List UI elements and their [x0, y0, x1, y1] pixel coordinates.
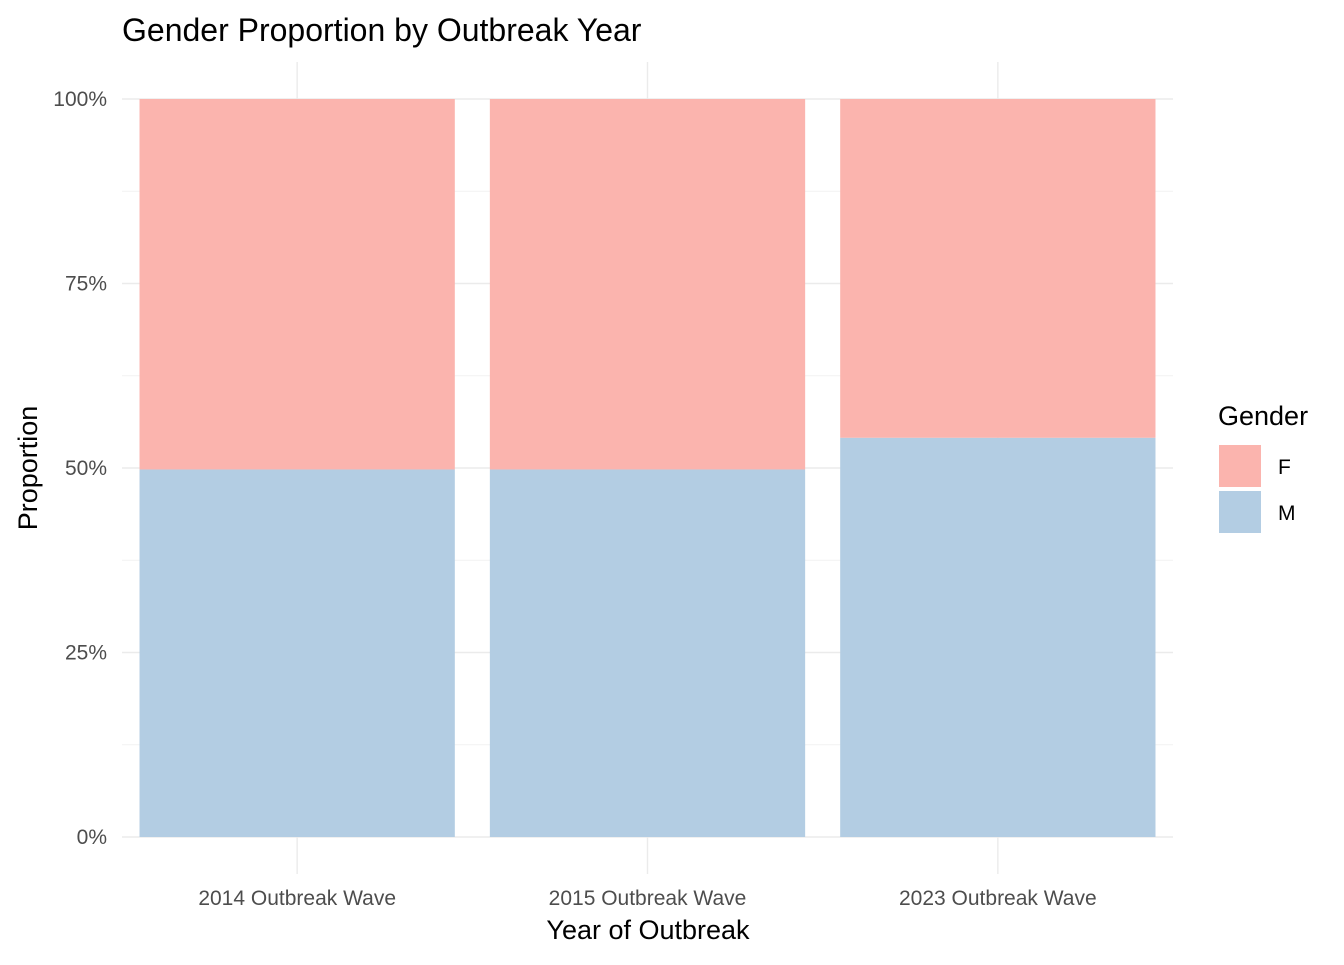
y-tick-label: 75% — [65, 273, 107, 296]
bar-m-2 — [489, 469, 806, 837]
legend-key-m — [1219, 491, 1261, 533]
x-tick-label: 2015 Outbreak Wave — [549, 887, 747, 910]
y-axis-title: Proportion — [13, 406, 43, 531]
x-tick-label: 2014 Outbreak Wave — [198, 887, 396, 910]
y-tick-label: 0% — [77, 826, 107, 849]
legend-title: Gender — [1218, 401, 1308, 431]
legend-label-f: F — [1278, 456, 1291, 479]
bar-f-1 — [139, 99, 455, 470]
x-axis-title: Year of Outbreak — [546, 915, 750, 945]
y-tick-label: 50% — [65, 457, 107, 480]
bars — [139, 99, 1156, 837]
y-tick-label: 25% — [65, 642, 107, 665]
y-axis-ticks: 0% 25% 50% 75% 100% — [53, 88, 107, 849]
x-axis-ticks: 2014 Outbreak Wave 2015 Outbreak Wave 2023… — [198, 887, 1096, 910]
legend-key-f — [1219, 445, 1261, 487]
legend: Gender FM — [1218, 401, 1308, 533]
bar-m-3 — [840, 437, 1156, 837]
bar-f-2 — [489, 99, 806, 470]
x-tick-label: 2023 Outbreak Wave — [899, 887, 1097, 910]
y-tick-label: 100% — [53, 88, 107, 111]
chart-title: Gender Proportion by Outbreak Year — [122, 12, 642, 48]
bar-m-1 — [139, 469, 455, 837]
bar-f-3 — [840, 99, 1156, 438]
legend-label-m: M — [1278, 502, 1296, 525]
